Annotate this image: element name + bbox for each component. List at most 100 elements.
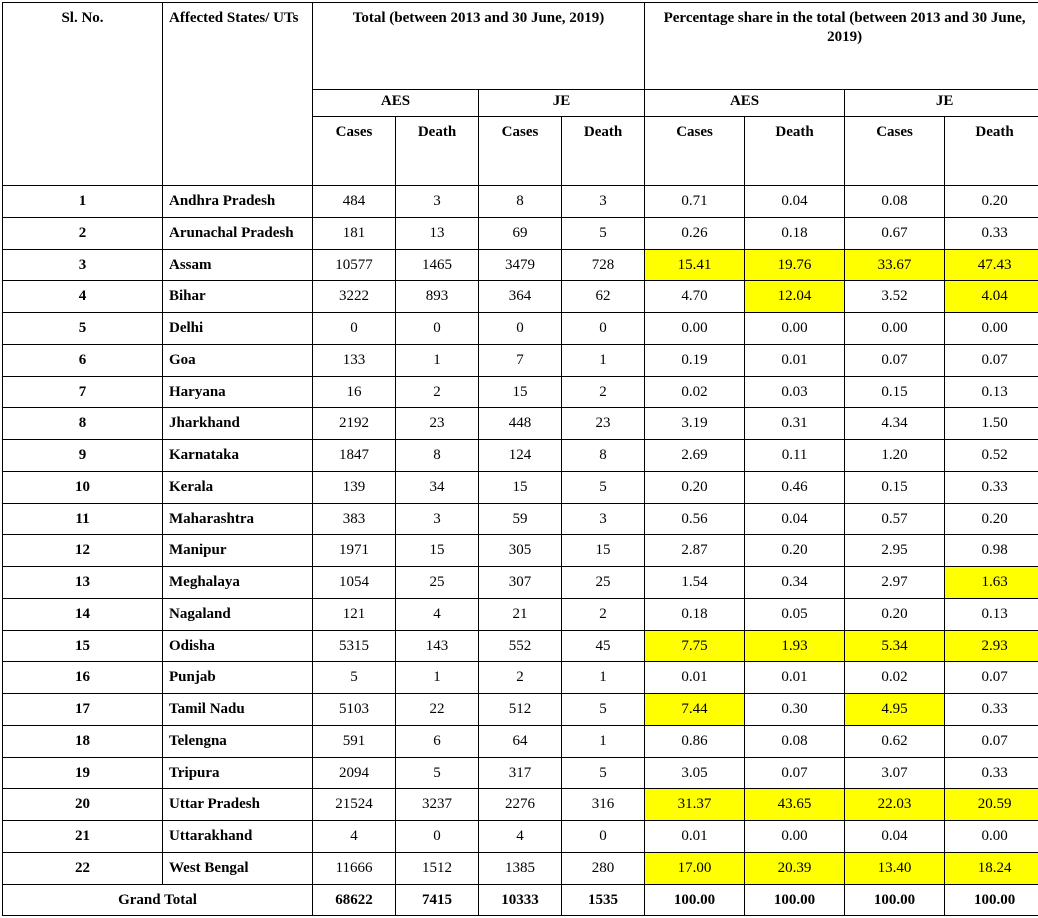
cell-total: 5 bbox=[562, 757, 645, 789]
cell-total: 15 bbox=[562, 535, 645, 567]
cell-pct: 20.59 bbox=[945, 789, 1038, 821]
cell-state: Arunachal Pradesh bbox=[163, 217, 313, 249]
cell-state: Nagaland bbox=[163, 598, 313, 630]
cell-total: 3479 bbox=[479, 249, 562, 281]
cell-total: 1 bbox=[562, 725, 645, 757]
cell-pct: 0.20 bbox=[645, 471, 745, 503]
cell-pct: 13.40 bbox=[845, 852, 945, 884]
cell-sl-no: 4 bbox=[3, 281, 163, 313]
cell-pct: 22.03 bbox=[845, 789, 945, 821]
cell-pct: 2.69 bbox=[645, 440, 745, 472]
cell-total: 1 bbox=[562, 662, 645, 694]
cell-total: 1 bbox=[562, 344, 645, 376]
cell-pct: 12.04 bbox=[745, 281, 845, 313]
cell-total: 2 bbox=[562, 376, 645, 408]
cell-state: Andhra Pradesh bbox=[163, 186, 313, 218]
header-pct-aes: AES bbox=[645, 90, 845, 117]
cell-pct: 20.39 bbox=[745, 852, 845, 884]
cell-total: 5103 bbox=[313, 694, 396, 726]
header-cases: Cases bbox=[645, 117, 745, 186]
cell-state: Tamil Nadu bbox=[163, 694, 313, 726]
table-row: 15Odisha5315143552457.751.935.342.93 bbox=[3, 630, 1038, 662]
cell-pct: 0.67 bbox=[845, 217, 945, 249]
cell-total: 2 bbox=[479, 662, 562, 694]
table-row: 21Uttarakhand40400.010.000.040.00 bbox=[3, 821, 1038, 853]
cell-pct: 0.33 bbox=[945, 757, 1038, 789]
cell-sl-no: 10 bbox=[3, 471, 163, 503]
cell-total: 3222 bbox=[313, 281, 396, 313]
cell-total: 5 bbox=[562, 694, 645, 726]
cell-total: 8 bbox=[562, 440, 645, 472]
table-row: 17Tamil Nadu51032251257.440.304.950.33 bbox=[3, 694, 1038, 726]
cell-total: 1 bbox=[396, 344, 479, 376]
cell-sl-no: 15 bbox=[3, 630, 163, 662]
cell-total: 3 bbox=[562, 186, 645, 218]
header-total-aes: AES bbox=[313, 90, 479, 117]
grand-total-cell: 100.00 bbox=[845, 884, 945, 916]
cell-pct: 0.13 bbox=[945, 598, 1038, 630]
cell-pct: 0.20 bbox=[945, 186, 1038, 218]
cell-total: 16 bbox=[313, 376, 396, 408]
cell-pct: 0.31 bbox=[745, 408, 845, 440]
cell-total: 15 bbox=[479, 471, 562, 503]
table-row: 19Tripura2094531753.050.073.070.33 bbox=[3, 757, 1038, 789]
cell-total: 133 bbox=[313, 344, 396, 376]
cell-pct: 0.46 bbox=[745, 471, 845, 503]
cell-total: 6 bbox=[396, 725, 479, 757]
cell-total: 5 bbox=[396, 757, 479, 789]
cell-state: Bihar bbox=[163, 281, 313, 313]
cell-pct: 0.30 bbox=[745, 694, 845, 726]
cell-pct: 0.03 bbox=[745, 376, 845, 408]
cell-total: 3 bbox=[396, 503, 479, 535]
cell-sl-no: 20 bbox=[3, 789, 163, 821]
grand-total-cell: 100.00 bbox=[945, 884, 1038, 916]
cell-total: 0 bbox=[562, 821, 645, 853]
table-row: 10Kerala139341550.200.460.150.33 bbox=[3, 471, 1038, 503]
table-row: 22West Bengal116661512138528017.0020.391… bbox=[3, 852, 1038, 884]
cell-pct: 0.00 bbox=[745, 821, 845, 853]
cell-pct: 0.20 bbox=[945, 503, 1038, 535]
cell-pct: 0.04 bbox=[745, 503, 845, 535]
cell-pct: 17.00 bbox=[645, 852, 745, 884]
grand-total-cell: 1535 bbox=[562, 884, 645, 916]
cell-total: 2 bbox=[396, 376, 479, 408]
cell-total: 181 bbox=[313, 217, 396, 249]
cell-total: 1847 bbox=[313, 440, 396, 472]
cell-total: 34 bbox=[396, 471, 479, 503]
cell-pct: 0.34 bbox=[745, 567, 845, 599]
cell-sl-no: 9 bbox=[3, 440, 163, 472]
cell-state: West Bengal bbox=[163, 852, 313, 884]
cell-state: Tripura bbox=[163, 757, 313, 789]
cell-total: 1512 bbox=[396, 852, 479, 884]
cell-pct: 0.19 bbox=[645, 344, 745, 376]
cell-total: 316 bbox=[562, 789, 645, 821]
cell-pct: 0.08 bbox=[745, 725, 845, 757]
cell-total: 0 bbox=[313, 313, 396, 345]
cell-pct: 0.04 bbox=[745, 186, 845, 218]
cell-total: 11666 bbox=[313, 852, 396, 884]
cell-total: 317 bbox=[479, 757, 562, 789]
header-affected: Affected States/ UTs bbox=[163, 3, 313, 186]
cell-total: 4 bbox=[396, 598, 479, 630]
cell-total: 364 bbox=[479, 281, 562, 313]
cell-sl-no: 12 bbox=[3, 535, 163, 567]
cell-pct: 5.34 bbox=[845, 630, 945, 662]
cell-pct: 0.05 bbox=[745, 598, 845, 630]
cell-pct: 0.00 bbox=[845, 313, 945, 345]
cell-total: 5 bbox=[562, 217, 645, 249]
cell-pct: 0.15 bbox=[845, 471, 945, 503]
header-death: Death bbox=[945, 117, 1038, 186]
cell-pct: 0.07 bbox=[945, 725, 1038, 757]
cell-total: 22 bbox=[396, 694, 479, 726]
cell-pct: 31.37 bbox=[645, 789, 745, 821]
cell-total: 2276 bbox=[479, 789, 562, 821]
cell-total: 62 bbox=[562, 281, 645, 313]
cell-total: 448 bbox=[479, 408, 562, 440]
cell-pct: 0.02 bbox=[845, 662, 945, 694]
cell-total: 0 bbox=[479, 313, 562, 345]
grand-total-cell: 100.00 bbox=[745, 884, 845, 916]
cell-pct: 19.76 bbox=[745, 249, 845, 281]
cell-pct: 2.97 bbox=[845, 567, 945, 599]
cell-sl-no: 5 bbox=[3, 313, 163, 345]
cell-state: Telengna bbox=[163, 725, 313, 757]
